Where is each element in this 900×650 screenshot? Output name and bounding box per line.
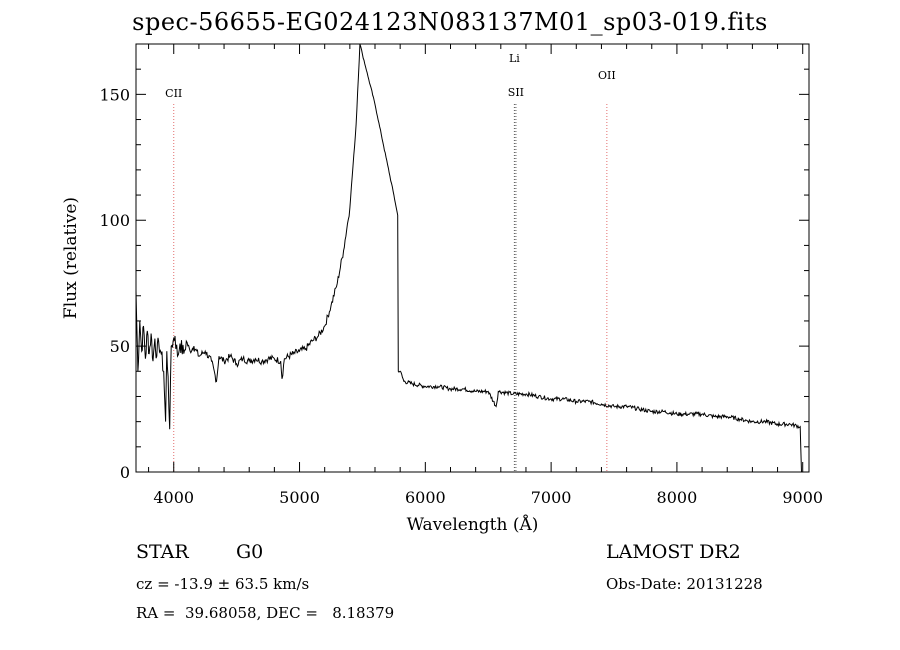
y-tick-label: 100 <box>99 211 130 230</box>
x-tick-label: 4000 <box>153 488 194 507</box>
y-axis-label: Flux (relative) <box>61 197 81 319</box>
x-tick-label: 8000 <box>657 488 698 507</box>
x-tick-label: 7000 <box>531 488 572 507</box>
chart-title: spec-56655-EG024123N083137M01_sp03-019.f… <box>132 8 768 36</box>
y-tick-label: 50 <box>110 337 130 356</box>
object-class: STAR <box>136 541 189 563</box>
survey-name: LAMOST DR2 <box>606 541 741 563</box>
coordinates-readout: RA = 39.68058, DEC = 8.18379 <box>136 604 395 622</box>
y-tick-label: 0 <box>120 463 130 482</box>
x-tick-label: 5000 <box>279 488 320 507</box>
object-subclass: G0 <box>236 541 264 563</box>
x-tick-label: 9000 <box>782 488 823 507</box>
spectral-line-label: OII <box>598 69 616 82</box>
x-axis-label: Wavelength (Å) <box>407 514 539 535</box>
y-tick-label: 150 <box>99 85 130 104</box>
spectral-line-label: CII <box>165 87 182 100</box>
spectral-line-label: SII <box>508 86 524 99</box>
x-tick-label: 6000 <box>405 488 446 507</box>
redshift-readout: cz = -13.9 ± 63.5 km/s <box>136 575 310 593</box>
plot-frame <box>135 43 810 473</box>
spectrum-line <box>135 43 802 473</box>
spectral-line-label: Li <box>509 52 520 65</box>
observation-date: Obs-Date: 20131228 <box>606 575 763 593</box>
